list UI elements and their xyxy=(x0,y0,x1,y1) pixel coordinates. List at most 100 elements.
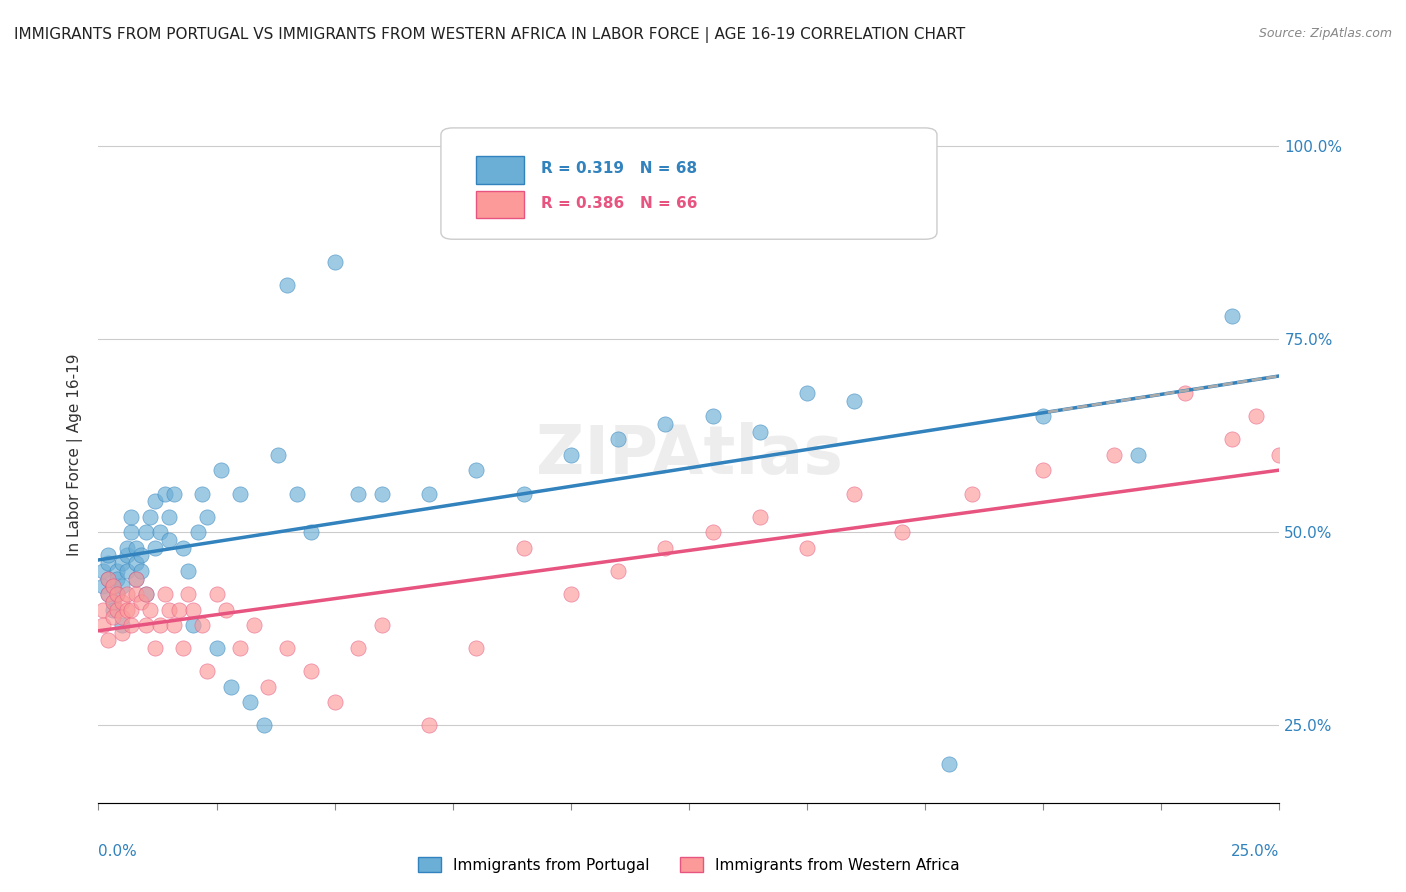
Point xyxy=(153,587,176,601)
Point xyxy=(512,541,534,555)
Point xyxy=(157,509,180,524)
Point xyxy=(195,509,218,524)
Point xyxy=(1032,409,1054,424)
Point xyxy=(276,277,298,292)
Point xyxy=(187,525,209,540)
Point xyxy=(101,610,124,624)
Point xyxy=(125,556,148,570)
Point xyxy=(962,486,984,500)
Point xyxy=(607,433,630,447)
Point xyxy=(129,595,152,609)
Point xyxy=(111,625,134,640)
Point xyxy=(607,564,630,578)
Text: R = 0.319   N = 68: R = 0.319 N = 68 xyxy=(541,161,697,176)
Point xyxy=(938,757,960,772)
Point xyxy=(91,564,114,578)
Point xyxy=(177,564,200,578)
Point xyxy=(253,718,276,732)
Point xyxy=(163,618,186,632)
Point xyxy=(101,595,124,609)
Point xyxy=(121,618,143,632)
Point xyxy=(347,486,370,500)
Point xyxy=(465,463,488,477)
Point xyxy=(111,556,134,570)
Point xyxy=(135,587,157,601)
Text: 25.0%: 25.0% xyxy=(1232,845,1279,859)
Point xyxy=(512,486,534,500)
Point xyxy=(177,587,200,601)
Point xyxy=(115,602,138,616)
Point xyxy=(135,618,157,632)
Point xyxy=(149,618,172,632)
Point xyxy=(1244,409,1267,424)
Point xyxy=(560,587,582,601)
Point xyxy=(844,393,866,408)
Point xyxy=(135,587,157,601)
Point xyxy=(418,486,440,500)
Point xyxy=(115,564,138,578)
Point xyxy=(702,409,724,424)
Point xyxy=(111,579,134,593)
Point xyxy=(239,695,262,709)
Point xyxy=(796,541,818,555)
Point xyxy=(121,509,143,524)
Point xyxy=(1102,448,1125,462)
Point xyxy=(111,610,134,624)
Point xyxy=(205,587,228,601)
Point xyxy=(1339,509,1361,524)
Point xyxy=(890,525,912,540)
Point xyxy=(219,680,242,694)
Point xyxy=(139,509,162,524)
Point xyxy=(323,695,346,709)
Point xyxy=(560,448,582,462)
Text: IMMIGRANTS FROM PORTUGAL VS IMMIGRANTS FROM WESTERN AFRICA IN LABOR FORCE | AGE : IMMIGRANTS FROM PORTUGAL VS IMMIGRANTS F… xyxy=(14,27,966,43)
Point xyxy=(149,525,172,540)
Point xyxy=(1268,448,1291,462)
Point xyxy=(121,602,143,616)
Point xyxy=(172,541,194,555)
Point xyxy=(229,486,252,500)
Point xyxy=(125,572,148,586)
Point xyxy=(1174,386,1197,401)
Point xyxy=(1316,486,1339,500)
Point xyxy=(1362,448,1385,462)
Point xyxy=(143,541,166,555)
Point xyxy=(111,595,134,609)
Point xyxy=(97,587,120,601)
Point xyxy=(465,641,488,656)
Point xyxy=(91,579,114,593)
Point xyxy=(97,587,120,601)
Point xyxy=(209,463,232,477)
Point xyxy=(97,572,120,586)
Point xyxy=(97,549,120,563)
Point xyxy=(125,572,148,586)
Point xyxy=(347,641,370,656)
Point xyxy=(229,641,252,656)
Point xyxy=(105,587,128,601)
Point xyxy=(1220,433,1243,447)
Point xyxy=(121,525,143,540)
Point xyxy=(101,602,124,616)
Point xyxy=(285,486,308,500)
Point xyxy=(157,602,180,616)
Point xyxy=(91,602,114,616)
Y-axis label: In Labor Force | Age 16-19: In Labor Force | Age 16-19 xyxy=(67,353,83,557)
Point xyxy=(1032,463,1054,477)
Point xyxy=(243,618,266,632)
Text: 0.0%: 0.0% xyxy=(98,845,138,859)
Point xyxy=(748,509,770,524)
Point xyxy=(115,541,138,555)
Point xyxy=(101,595,124,609)
Point xyxy=(748,425,770,439)
Point xyxy=(844,486,866,500)
Point xyxy=(153,486,176,500)
Point xyxy=(115,587,138,601)
Text: R = 0.386   N = 66: R = 0.386 N = 66 xyxy=(541,195,697,211)
Point xyxy=(299,525,322,540)
Point xyxy=(125,541,148,555)
Point xyxy=(1292,525,1315,540)
FancyBboxPatch shape xyxy=(441,128,936,239)
Point xyxy=(111,618,134,632)
Point xyxy=(143,494,166,508)
Point xyxy=(97,556,120,570)
